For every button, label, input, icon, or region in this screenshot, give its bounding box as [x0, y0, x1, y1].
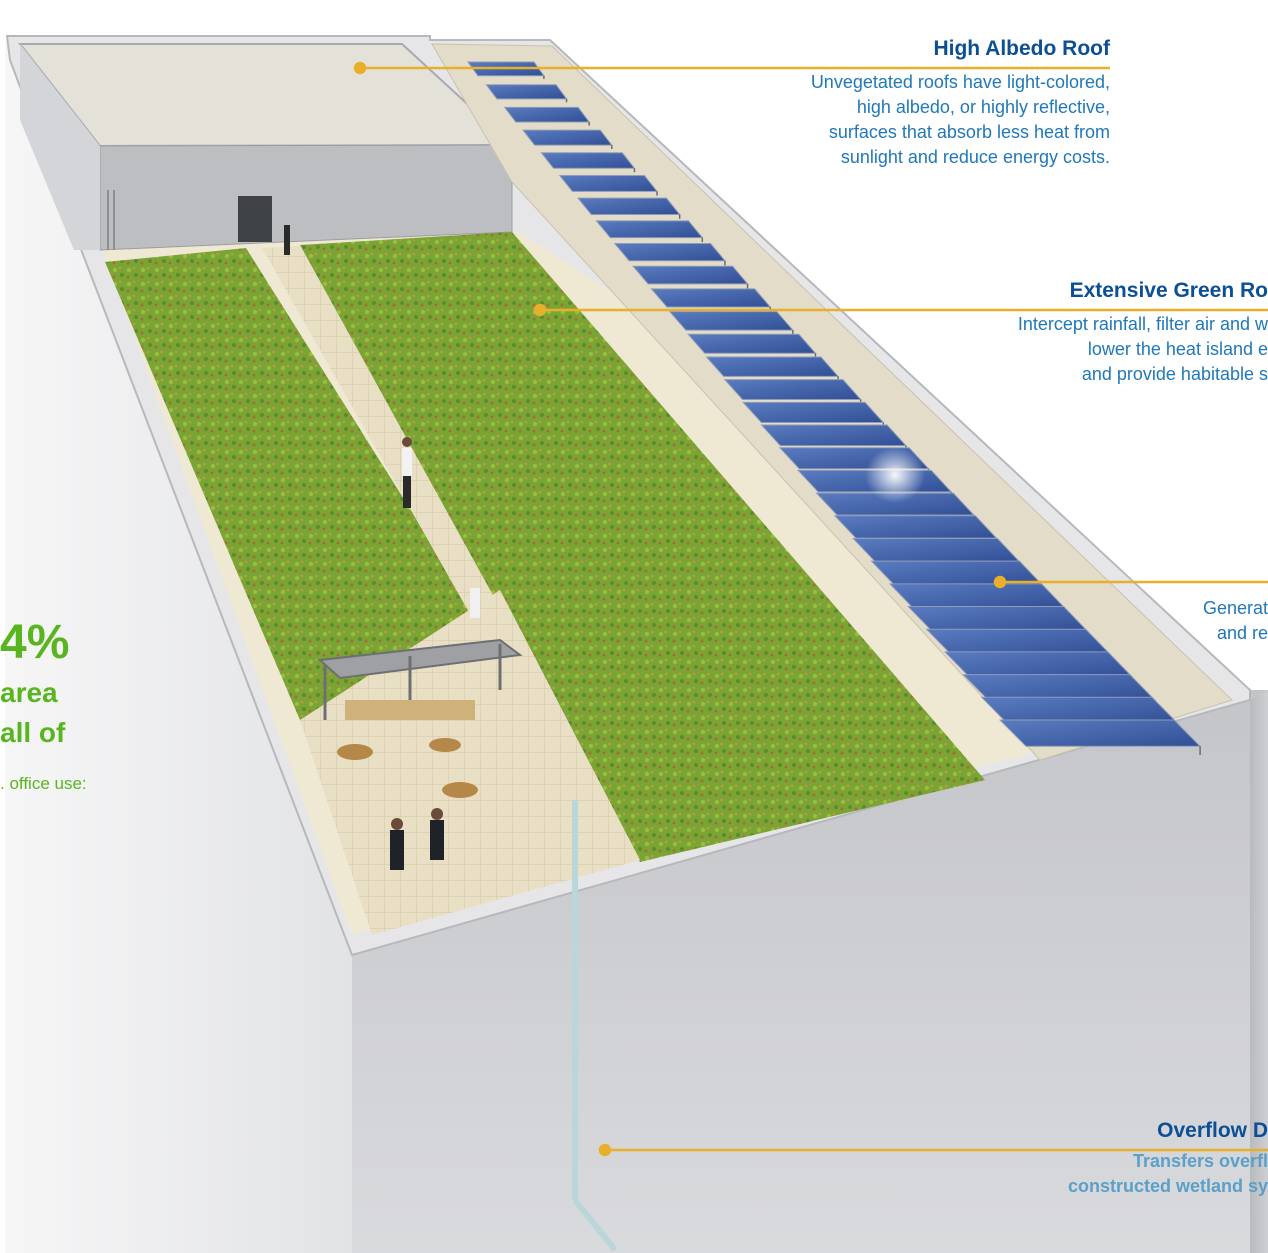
green-roof-bed-right	[300, 232, 985, 862]
solar-panel	[522, 129, 613, 146]
solar-panel	[503, 106, 591, 123]
solar-panel	[577, 197, 681, 215]
solar-panel	[760, 424, 908, 447]
stat-percent: 4%	[0, 616, 70, 669]
callout-extensive-green-roof: Extensive Green Ro Intercept rainfall, f…	[1018, 279, 1268, 387]
people-figures	[284, 225, 480, 870]
callout-solar-panels: Generat and re	[1203, 590, 1268, 646]
callout-title: Extensive Green Ro	[1069, 279, 1268, 302]
solar-panel	[962, 674, 1157, 701]
solar-panel	[943, 651, 1134, 678]
seating-plaza	[300, 590, 640, 935]
building-front-wall	[352, 690, 1268, 1253]
callout-leaders	[353, 61, 1268, 1157]
solar-panel	[558, 174, 659, 192]
cafe-tables	[337, 738, 478, 798]
penthouse-left-wall	[20, 44, 100, 250]
solar-panel	[852, 537, 1021, 562]
callout-overflow-drain: Overflow D Transfers overfl constructed …	[1068, 1119, 1268, 1199]
callout-title: Overflow D	[1157, 1119, 1268, 1142]
solar-panel	[632, 265, 749, 285]
solar-panel	[888, 583, 1066, 609]
solar-panel	[998, 719, 1202, 747]
solar-panel	[540, 152, 636, 169]
solar-panel	[687, 333, 817, 354]
stat-line-1: area	[0, 677, 58, 708]
sun-glare	[865, 447, 925, 503]
solar-panel-array	[467, 61, 1202, 755]
penthouse-front-wall	[99, 144, 513, 251]
stat-line-3: . office use:	[0, 774, 87, 793]
building-left-wall	[5, 38, 352, 1253]
callout-description: Unvegetated roofs have light-colored, hi…	[810, 72, 1110, 167]
penthouse-door	[238, 196, 272, 242]
solar-panel	[485, 84, 568, 100]
solar-panel	[668, 311, 794, 331]
callout-description: Intercept rainfall, filter air and w low…	[1017, 314, 1268, 384]
building-side-wall	[1250, 690, 1268, 1253]
solar-panel	[907, 606, 1089, 632]
solar-panel	[723, 379, 862, 400]
callout-title: High Albedo Roof	[933, 37, 1110, 60]
solar-panel	[705, 356, 840, 377]
solar-panel	[833, 515, 998, 539]
callout-high-albedo-roof: High Albedo Roof Unvegetated roofs have …	[811, 37, 1110, 170]
stat-line-2: all of	[0, 717, 66, 748]
pergola-shade-structure	[317, 638, 523, 720]
solar-panel	[650, 288, 772, 308]
solar-panel	[613, 243, 726, 262]
callout-description: Transfers overfl constructed wetland sy	[1067, 1151, 1268, 1196]
green-roof-bed-left	[105, 248, 480, 740]
overflow-drain-pipe	[572, 800, 618, 1252]
callout-description: Generat and re	[1202, 598, 1268, 643]
solar-panel	[742, 401, 885, 424]
solar-panel	[595, 220, 704, 239]
solar-panel	[925, 628, 1111, 655]
solar-panel	[980, 696, 1179, 724]
